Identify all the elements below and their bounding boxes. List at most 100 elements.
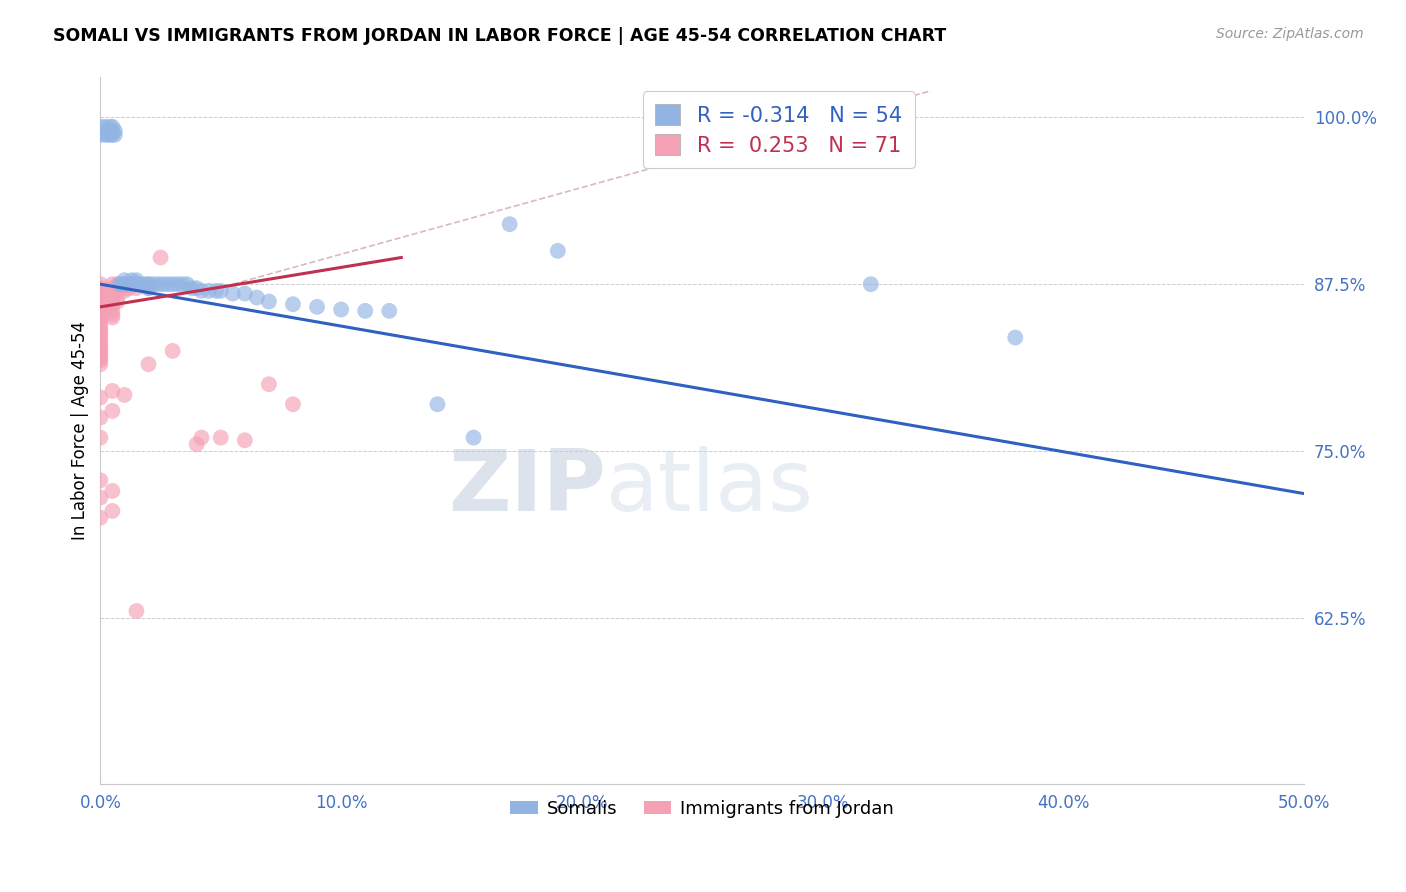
Point	[101, 304, 124, 318]
Point	[180, 281, 202, 295]
Point	[89, 310, 111, 325]
Point	[89, 333, 111, 347]
Point	[122, 277, 145, 292]
Point	[125, 277, 148, 292]
Point	[138, 277, 160, 292]
Point	[209, 431, 232, 445]
Point	[176, 277, 198, 292]
Point	[89, 120, 111, 134]
Point	[112, 281, 135, 295]
Point	[104, 128, 127, 142]
Point	[105, 294, 128, 309]
Point	[89, 345, 111, 359]
Point	[112, 273, 135, 287]
Point	[149, 251, 172, 265]
Point	[89, 410, 111, 425]
Text: ZIP: ZIP	[449, 446, 606, 529]
Point	[101, 504, 124, 518]
Point	[190, 431, 212, 445]
Point	[330, 302, 353, 317]
Text: Source: ZipAtlas.com: Source: ZipAtlas.com	[1216, 27, 1364, 41]
Point	[125, 273, 148, 287]
Point	[89, 326, 111, 341]
Point	[108, 277, 131, 292]
Point	[89, 473, 111, 487]
Point	[89, 348, 111, 362]
Point	[162, 343, 184, 358]
Point	[112, 388, 135, 402]
Point	[101, 120, 124, 134]
Point	[89, 297, 111, 311]
Point	[89, 308, 111, 322]
Point	[118, 281, 141, 295]
Point	[156, 277, 179, 292]
Point	[121, 273, 143, 287]
Point	[138, 357, 160, 371]
Point	[111, 277, 134, 292]
Point	[138, 281, 160, 295]
Point	[118, 277, 141, 292]
Point	[233, 286, 256, 301]
Point	[101, 308, 124, 322]
Point	[89, 281, 111, 295]
Point	[101, 128, 124, 142]
Point	[94, 120, 117, 134]
Text: SOMALI VS IMMIGRANTS FROM JORDAN IN LABOR FORCE | AGE 45-54 CORRELATION CHART: SOMALI VS IMMIGRANTS FROM JORDAN IN LABO…	[53, 27, 946, 45]
Legend: Somalis, Immigrants from Jordan: Somalis, Immigrants from Jordan	[503, 792, 901, 825]
Point	[94, 128, 117, 142]
Point	[105, 284, 128, 298]
Point	[205, 284, 228, 298]
Point	[112, 277, 135, 292]
Point	[547, 244, 569, 258]
Point	[138, 281, 160, 295]
Point	[112, 284, 135, 298]
Point	[89, 286, 111, 301]
Point	[101, 291, 124, 305]
Point	[97, 124, 120, 138]
Point	[89, 353, 111, 368]
Point	[105, 291, 128, 305]
Point	[101, 310, 124, 325]
Point	[101, 281, 124, 295]
Point	[89, 277, 111, 292]
Point	[105, 277, 128, 292]
Point	[89, 343, 111, 357]
Point	[89, 294, 111, 309]
Point	[859, 277, 882, 292]
Point	[89, 340, 111, 354]
Point	[166, 277, 188, 292]
Point	[186, 281, 208, 295]
Point	[89, 510, 111, 524]
Point	[498, 217, 520, 231]
Point	[101, 294, 124, 309]
Point	[89, 357, 111, 371]
Point	[152, 277, 174, 292]
Point	[257, 294, 280, 309]
Point	[89, 324, 111, 338]
Point	[89, 300, 111, 314]
Point	[105, 281, 128, 295]
Point	[128, 277, 150, 292]
Point	[101, 483, 124, 498]
Point	[186, 437, 208, 451]
Point	[97, 128, 120, 142]
Point	[101, 404, 124, 418]
Point	[89, 304, 111, 318]
Point	[463, 431, 485, 445]
Point	[125, 281, 148, 295]
Point	[125, 604, 148, 618]
Point	[89, 128, 111, 142]
Point	[354, 304, 377, 318]
Point	[89, 284, 111, 298]
Point	[281, 297, 304, 311]
Point	[89, 391, 111, 405]
Point	[101, 284, 124, 298]
Point	[246, 291, 269, 305]
Point	[98, 120, 121, 134]
Point	[101, 277, 124, 292]
Point	[426, 397, 449, 411]
Point	[101, 384, 124, 398]
Point	[112, 277, 135, 292]
Point	[132, 277, 155, 292]
Y-axis label: In Labor Force | Age 45-54: In Labor Force | Age 45-54	[72, 321, 89, 541]
